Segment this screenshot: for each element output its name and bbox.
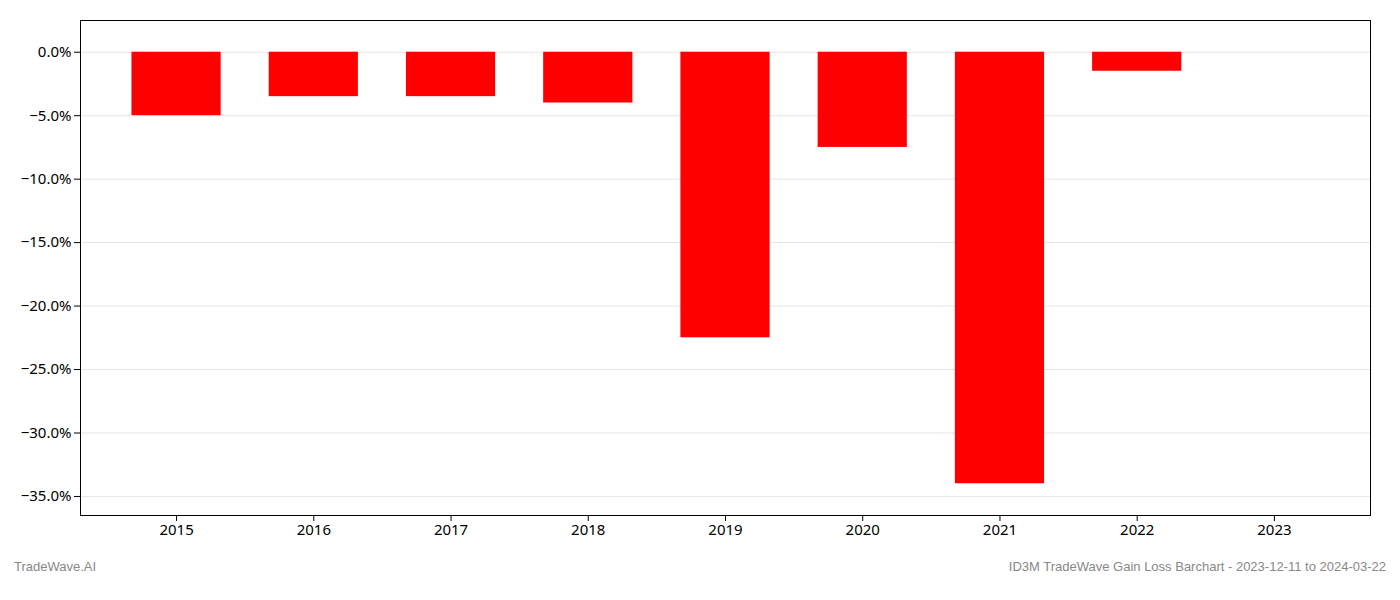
svg-text:−20.0%: −20.0% (21, 295, 72, 315)
svg-text:2023: 2023 (1257, 519, 1291, 539)
svg-text:−10.0%: −10.0% (21, 168, 72, 188)
html-text:ID3M TradeWave Gain Loss Barch: ID3M TradeWave Gain Loss Barchart - 2023… (1008, 559, 1386, 574)
svg-text:0.0%: 0.0% (38, 41, 72, 61)
svg-text:−5.0%: −5.0% (29, 104, 71, 124)
svg-text:2016: 2016 (297, 519, 331, 539)
svg-text:2018: 2018 (571, 519, 605, 539)
svg-text:−35.0%: −35.0% (21, 485, 72, 505)
svg-text:2015: 2015 (159, 519, 193, 539)
svg-text:2020: 2020 (846, 519, 880, 539)
html-text:TradeWave.AI: TradeWave.AI (14, 559, 97, 574)
svg-text:−15.0%: −15.0% (21, 231, 72, 251)
svg-text:−30.0%: −30.0% (21, 422, 72, 442)
svg-text:2019: 2019 (708, 519, 742, 539)
svg-text:−25.0%: −25.0% (21, 358, 72, 378)
svg-text:2017: 2017 (434, 519, 468, 539)
svg-text:2022: 2022 (1120, 519, 1154, 539)
svg-text:2021: 2021 (983, 519, 1017, 539)
